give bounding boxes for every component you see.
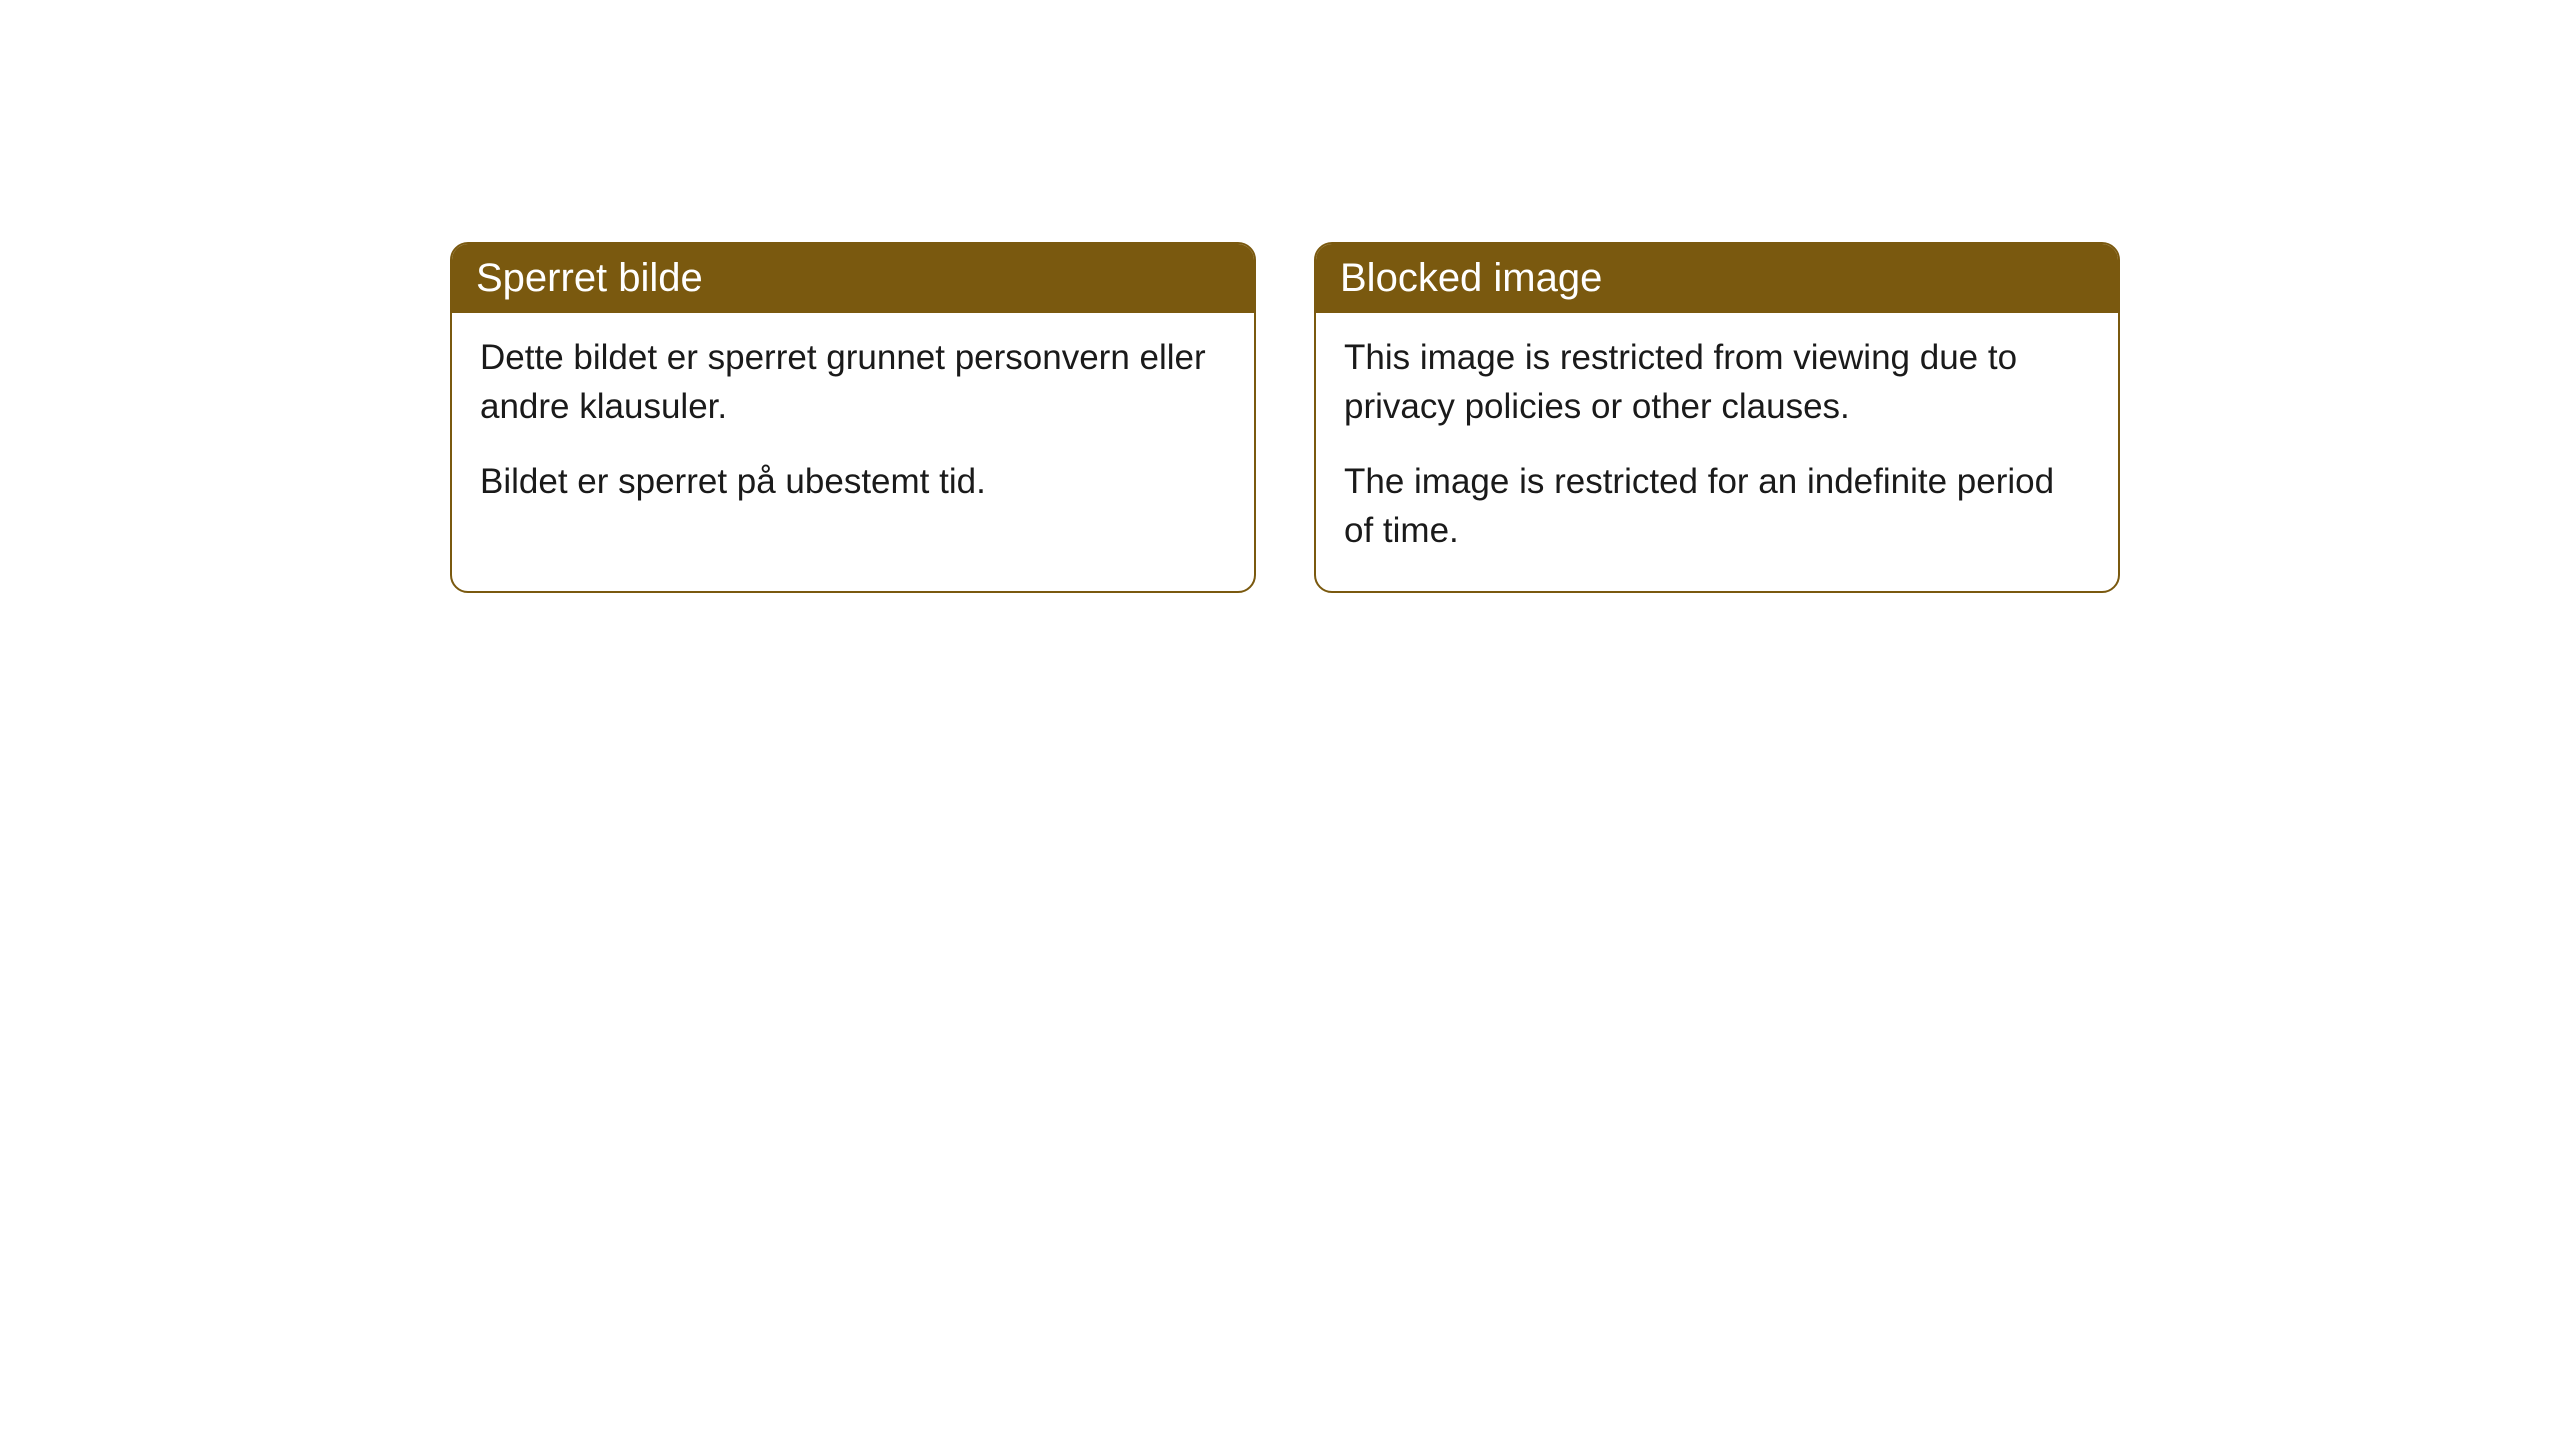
card-title: Blocked image: [1340, 256, 1602, 300]
card-paragraph-2: The image is restricted for an indefinit…: [1344, 457, 2090, 555]
notice-cards-container: Sperret bilde Dette bildet er sperret gr…: [450, 242, 2120, 593]
blocked-image-card-en: Blocked image This image is restricted f…: [1314, 242, 2120, 593]
card-header: Blocked image: [1316, 244, 2118, 313]
card-title: Sperret bilde: [476, 256, 703, 300]
card-header: Sperret bilde: [452, 244, 1254, 313]
card-body: This image is restricted from viewing du…: [1316, 313, 2118, 591]
card-paragraph-1: This image is restricted from viewing du…: [1344, 333, 2090, 431]
card-paragraph-2: Bildet er sperret på ubestemt tid.: [480, 457, 1226, 506]
card-body: Dette bildet er sperret grunnet personve…: [452, 313, 1254, 542]
blocked-image-card-no: Sperret bilde Dette bildet er sperret gr…: [450, 242, 1256, 593]
card-paragraph-1: Dette bildet er sperret grunnet personve…: [480, 333, 1226, 431]
